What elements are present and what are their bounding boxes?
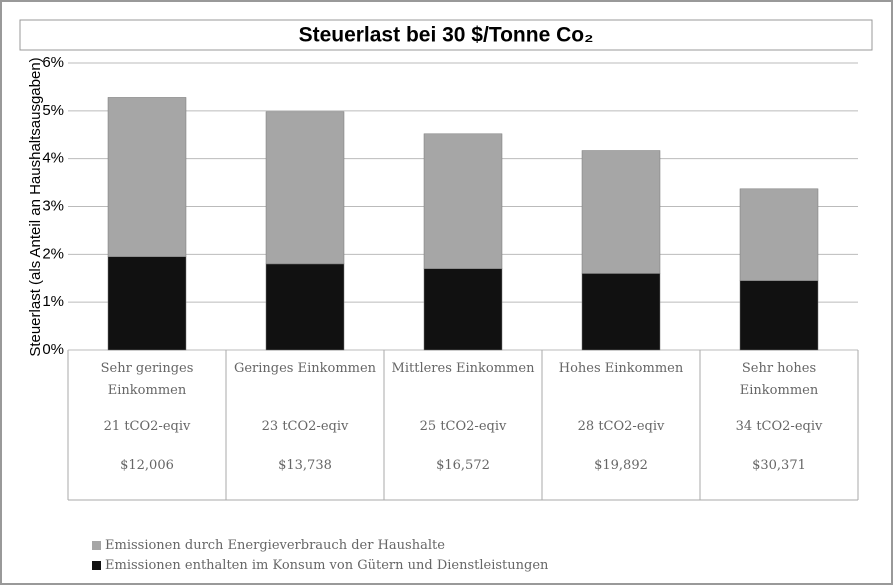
bar-segment bbox=[739, 188, 819, 281]
y-tick-label: 5% bbox=[42, 102, 64, 119]
emissions-label: 28 tCO2-eqiv bbox=[577, 419, 665, 434]
title-box bbox=[19, 19, 873, 51]
x-tick-label: Mittleres Einkommen bbox=[391, 361, 535, 376]
bar-segment bbox=[107, 256, 187, 351]
legend-swatch bbox=[92, 541, 101, 550]
legend-item: Emissionen enthalten im Konsum von Güter… bbox=[92, 558, 548, 573]
x-tick-label: Sehr hohes Einkommen bbox=[739, 361, 819, 398]
bar-segment bbox=[581, 150, 661, 274]
bar-segment bbox=[265, 263, 345, 351]
income-label: $12,006 bbox=[120, 458, 174, 473]
bar-segment bbox=[107, 97, 187, 257]
chart-title: Steuerlast bei 30 $/Tonne Co₂ bbox=[299, 24, 594, 47]
legend-label: Emissionen enthalten im Konsum von Güter… bbox=[105, 558, 549, 573]
x-tick-label: Hohes Einkommen bbox=[558, 361, 684, 376]
bar-segment bbox=[423, 268, 503, 351]
emissions-label: 21 tCO2-eqiv bbox=[103, 419, 191, 434]
bar-segment bbox=[265, 111, 345, 265]
y-tick-label: 2% bbox=[42, 245, 64, 262]
bar-segment bbox=[739, 280, 819, 351]
emissions-label: 34 tCO2-eqiv bbox=[735, 419, 823, 434]
y-tick-label: 1% bbox=[42, 293, 64, 310]
income-label: $13,738 bbox=[278, 458, 332, 473]
income-label: $19,892 bbox=[594, 458, 648, 473]
x-tick-label: Sehr geringes Einkommen bbox=[100, 361, 194, 398]
y-tick-label: 3% bbox=[42, 197, 64, 214]
legend-label: Emissionen durch Energieverbrauch der Ha… bbox=[105, 538, 445, 553]
y-axis-label: Steuerlast (als Anteil an Haushaltsausga… bbox=[27, 57, 44, 356]
x-tick-label: Geringes Einkommen bbox=[233, 361, 377, 376]
income-label: $16,572 bbox=[436, 458, 490, 473]
emissions-label: 25 tCO2-eqiv bbox=[419, 419, 507, 434]
legend-item: Emissionen durch Energieverbrauch der Ha… bbox=[92, 538, 445, 553]
emissions-label: 23 tCO2-eqiv bbox=[261, 419, 349, 434]
y-tick-label: 0% bbox=[42, 341, 64, 358]
legend-swatch bbox=[92, 561, 101, 570]
bar-segment bbox=[423, 133, 503, 269]
income-label: $30,371 bbox=[752, 458, 806, 473]
bar-segment bbox=[581, 273, 661, 351]
y-tick-label: 6% bbox=[42, 54, 64, 71]
y-tick-label: 4% bbox=[42, 150, 64, 167]
